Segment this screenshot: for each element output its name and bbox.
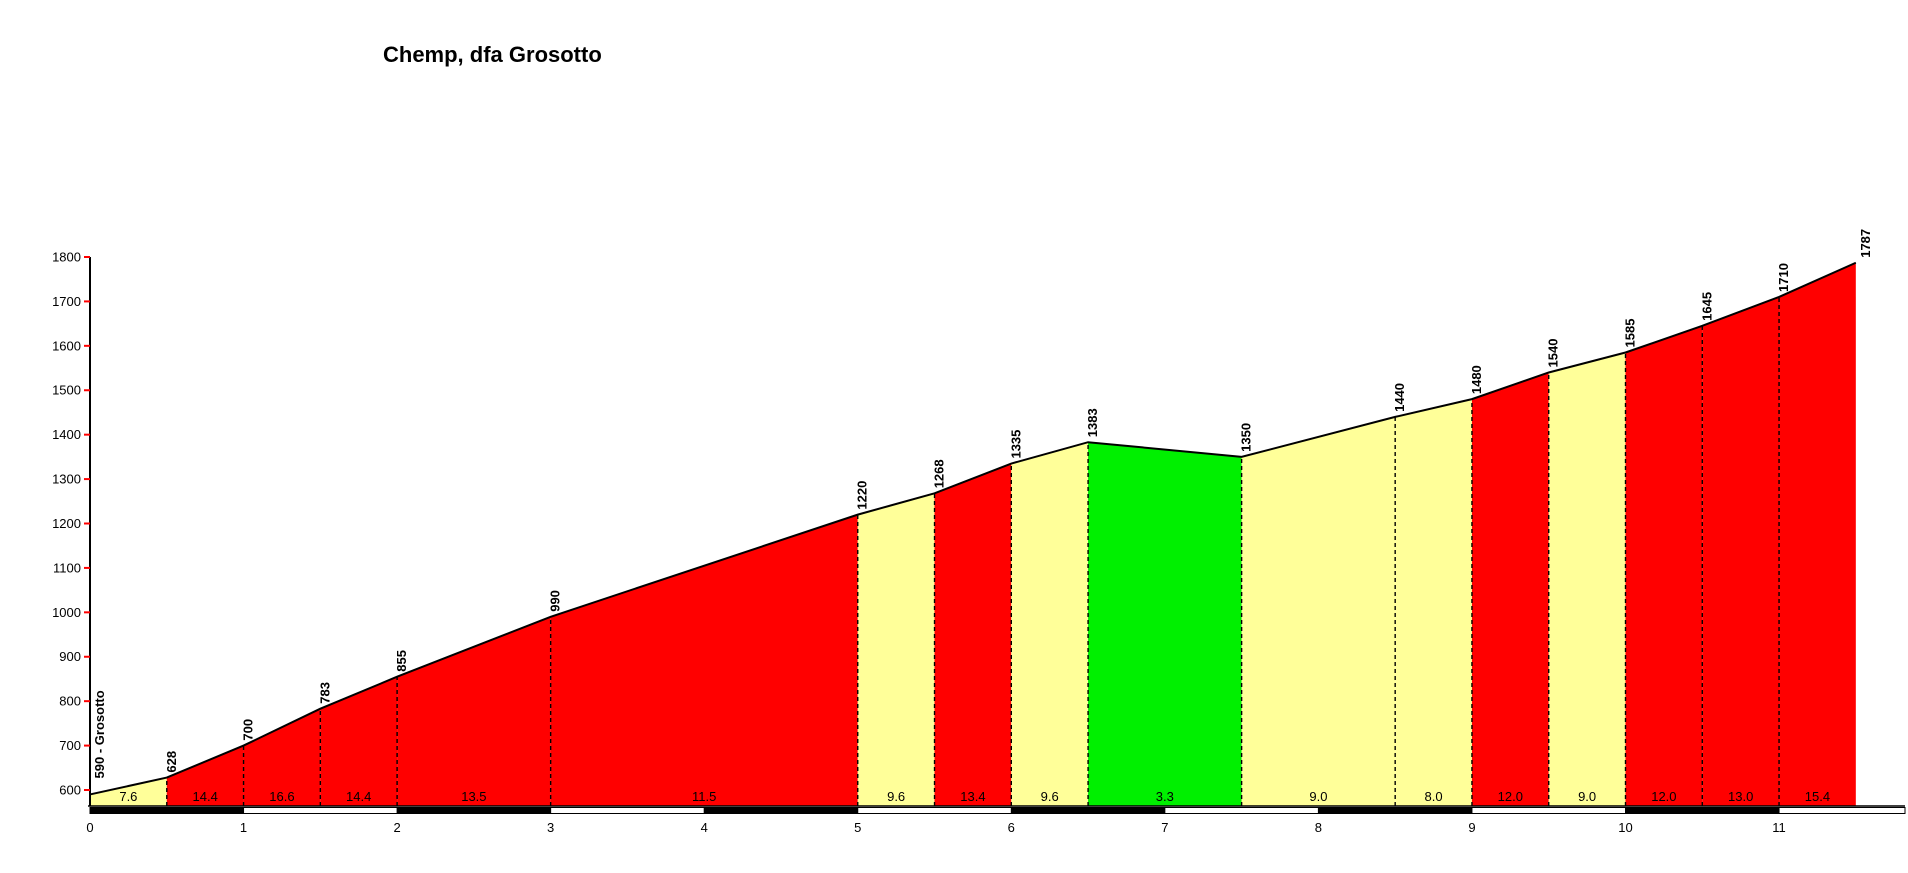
elevation-label: 1220	[855, 481, 870, 510]
x-axis-label: 10	[1618, 820, 1632, 835]
segment-fill-yellow	[90, 777, 167, 806]
segment-fill-red	[934, 463, 1012, 806]
segment-fill-red	[1779, 262, 1856, 806]
elevation-label: 1540	[1546, 339, 1561, 368]
elevation-label: 855	[394, 650, 409, 672]
elevation-label: 700	[241, 719, 256, 741]
x-axis-label: 7	[1161, 820, 1168, 835]
gradient-label: 9.0	[1578, 789, 1596, 804]
x-axis-label: 1	[240, 820, 247, 835]
gradient-label: 13.0	[1728, 789, 1753, 804]
x-axis-label: 0	[86, 820, 93, 835]
gradient-label: 3.3	[1156, 789, 1174, 804]
y-axis-label: 1500	[52, 383, 81, 398]
km-bar-black-segment	[1317, 807, 1473, 814]
elevation-label: 783	[317, 682, 332, 704]
x-axis-label: 5	[854, 820, 861, 835]
x-axis-label: 9	[1468, 820, 1475, 835]
km-bar-black-segment	[396, 807, 552, 814]
segment-fill-red	[1471, 372, 1549, 806]
gradient-label: 11.5	[692, 789, 716, 804]
segment-fill-red	[320, 676, 398, 806]
gradient-label: 13.4	[960, 789, 985, 804]
segment-fill-yellow	[1395, 399, 1472, 806]
gradient-label: 9.6	[1041, 789, 1059, 804]
x-axis-label: 11	[1772, 820, 1786, 835]
y-axis-label: 900	[59, 649, 81, 664]
gradient-label: 16.6	[269, 789, 294, 804]
y-axis-label: 1000	[52, 605, 81, 620]
y-axis-label: 1200	[52, 516, 81, 531]
segment-fill-red	[1625, 325, 1703, 806]
gradient-label: 9.6	[887, 789, 905, 804]
gradient-label: 12.0	[1651, 789, 1676, 804]
segment-fill-yellow	[857, 493, 935, 806]
chart-title: Chemp, dfa Grosotto	[383, 42, 602, 67]
elevation-label: 1787	[1858, 229, 1873, 258]
elevation-label: 990	[548, 590, 563, 612]
gradient-label: 15.4	[1805, 789, 1830, 804]
x-axis-label: 2	[393, 820, 400, 835]
elevation-label: 1335	[1008, 430, 1023, 459]
segment-fill-red	[397, 616, 551, 806]
elevation-label: 1350	[1239, 423, 1254, 452]
segment-fill-red	[550, 514, 858, 806]
gradient-label: 8.0	[1425, 789, 1443, 804]
gradient-label: 7.6	[119, 789, 137, 804]
segment-fill-yellow	[1548, 352, 1626, 806]
km-bar-black-segment	[89, 807, 245, 814]
segment-fill-green	[1088, 442, 1242, 806]
gradient-label: 9.0	[1309, 789, 1327, 804]
segment-fill-red	[243, 708, 321, 806]
y-axis-label: 1400	[52, 427, 81, 442]
profile-line	[89, 261, 1857, 796]
y-axis-label: 1600	[52, 338, 81, 353]
elevation-label: 1268	[932, 459, 947, 488]
segment-fill-yellow	[1011, 442, 1089, 806]
y-axis-label: 1100	[53, 560, 81, 575]
elevation-label: 1383	[1085, 408, 1100, 437]
elevation-label: 1710	[1776, 263, 1791, 292]
segment-fill-yellow	[1241, 416, 1396, 806]
gradient-label: 12.0	[1498, 789, 1523, 804]
elevation-label: 628	[164, 751, 179, 773]
y-axis-label: 600	[59, 783, 81, 798]
elevation-label: 1645	[1699, 292, 1714, 321]
y-axis-label: 1300	[52, 472, 81, 487]
km-bar-black-segment	[703, 807, 859, 814]
gradient-label: 14.4	[193, 789, 218, 804]
km-bar-black-segment	[1625, 807, 1780, 814]
gradient-label: 14.4	[346, 789, 371, 804]
x-axis-label: 6	[1008, 820, 1015, 835]
y-axis-label: 700	[59, 738, 81, 753]
gradient-label: 13.5	[461, 789, 486, 804]
y-axis-label: 1800	[52, 249, 81, 264]
km-bar-black-segment	[1010, 807, 1166, 814]
x-axis-label: 8	[1315, 820, 1322, 835]
x-axis-label: 3	[547, 820, 554, 835]
y-axis-label: 800	[59, 694, 81, 709]
elevation-label: 590 - Grosotto	[92, 690, 107, 778]
x-axis-label: 4	[701, 820, 708, 835]
segment-fill-red	[1702, 296, 1780, 806]
segment-fill-red	[166, 745, 244, 806]
elevation-label: 1585	[1623, 319, 1638, 348]
y-axis-label: 1700	[52, 294, 81, 309]
elevation-label: 1480	[1469, 365, 1484, 394]
elevation-label: 1440	[1392, 383, 1407, 412]
